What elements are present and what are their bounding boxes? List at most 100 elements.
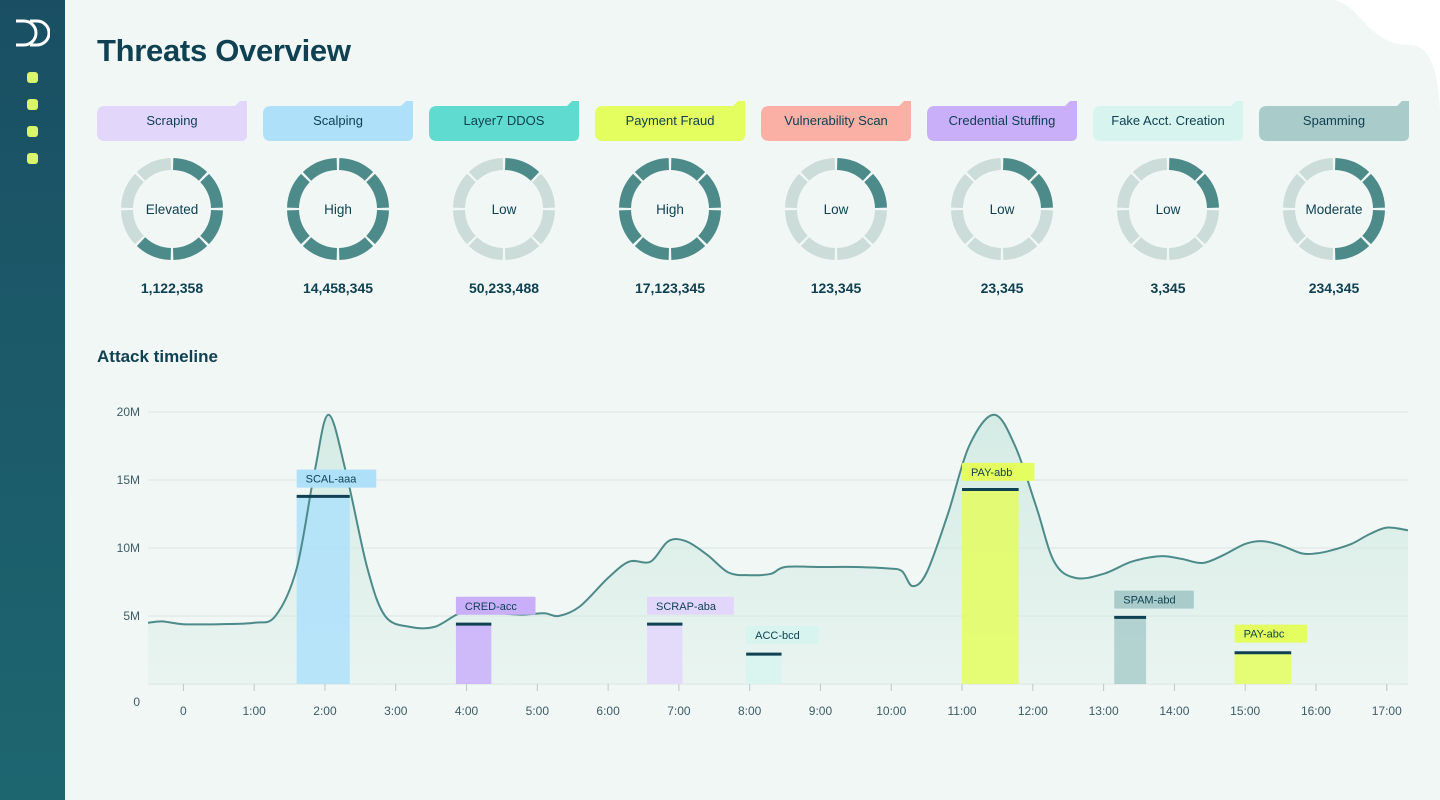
threat-card[interactable]: Payment Fraud High 17,123,345 bbox=[595, 100, 745, 300]
attack-tag[interactable] bbox=[296, 469, 377, 488]
threat-level-label: Low bbox=[491, 202, 517, 217]
x-tick-label: 13:00 bbox=[1089, 704, 1119, 718]
donut-segment bbox=[634, 158, 670, 181]
attack-tag-label: SPAM-abd bbox=[1123, 595, 1175, 607]
donut-segment bbox=[951, 209, 974, 245]
threat-category-pill[interactable]: Vulnerability Scan bbox=[761, 100, 911, 141]
donut-segment bbox=[172, 158, 208, 181]
donut-segment bbox=[136, 237, 172, 260]
donut-segment bbox=[468, 158, 504, 181]
donut-segment bbox=[121, 209, 144, 245]
attack-tag[interactable] bbox=[1234, 624, 1307, 643]
donut-segment bbox=[619, 173, 642, 209]
threat-count: 14,458,345 bbox=[302, 280, 374, 296]
y-tick-label: 20M bbox=[117, 405, 140, 419]
threat-count: 23,345 bbox=[980, 280, 1024, 296]
donut-segment bbox=[504, 237, 540, 260]
threat-count: 17,123,345 bbox=[634, 280, 706, 296]
threat-level-donut bbox=[453, 158, 555, 260]
nav-item-4[interactable] bbox=[27, 153, 38, 164]
nav-item-1[interactable] bbox=[27, 72, 38, 83]
attack-tag[interactable] bbox=[746, 626, 819, 645]
attack-tag[interactable] bbox=[1114, 590, 1194, 609]
donut-segment bbox=[1283, 173, 1306, 209]
threat-card[interactable]: Vulnerability Scan Low 123,345 bbox=[761, 100, 911, 300]
donut-segment bbox=[1168, 237, 1204, 260]
donut-segment bbox=[504, 158, 540, 181]
donut-segment bbox=[1334, 237, 1370, 260]
y-tick-label: 10M bbox=[117, 541, 140, 555]
brand-logo[interactable] bbox=[14, 18, 50, 48]
donut-segment bbox=[287, 209, 310, 245]
x-tick-label: 10:00 bbox=[876, 704, 906, 718]
donut-segment bbox=[836, 237, 872, 260]
x-tick-label: 3:00 bbox=[384, 704, 408, 718]
attack-tag[interactable] bbox=[962, 462, 1035, 481]
donut-segment bbox=[966, 237, 1002, 260]
donut-segment bbox=[287, 173, 310, 209]
threat-level-donut bbox=[121, 158, 223, 260]
attack-tag[interactable] bbox=[647, 596, 734, 615]
donut-segment bbox=[1362, 209, 1385, 245]
donut-segment bbox=[1030, 209, 1053, 245]
page-title: Threats Overview bbox=[97, 33, 351, 68]
attack-bar bbox=[1114, 617, 1147, 684]
donut-segment bbox=[338, 158, 374, 181]
threat-category-pill[interactable]: Scraping bbox=[97, 100, 247, 141]
y-tick-label: 5M bbox=[123, 609, 140, 623]
threat-category-pill[interactable]: Credential Stuffing bbox=[927, 100, 1077, 141]
threat-category-pill[interactable]: Payment Fraud bbox=[595, 100, 745, 141]
attack-bar bbox=[455, 624, 492, 684]
donut-segment bbox=[1132, 158, 1168, 181]
donut-segment bbox=[1117, 173, 1140, 209]
donut-segment bbox=[800, 237, 836, 260]
threat-category-pill[interactable]: Layer7 DDOS bbox=[429, 100, 579, 141]
y-tick-label: 15M bbox=[117, 473, 140, 487]
threat-card[interactable]: Scalping High 14,458,345 bbox=[263, 100, 413, 300]
donut-segment bbox=[302, 158, 338, 181]
donut-segment bbox=[1298, 158, 1334, 181]
donut-segment bbox=[1334, 158, 1370, 181]
donut-segment bbox=[1196, 173, 1219, 209]
attack-tag-label: SCRAP-aba bbox=[656, 601, 717, 613]
threat-category-label: Payment Fraud bbox=[625, 113, 715, 128]
donut-segment bbox=[864, 209, 887, 245]
x-tick-label: 12:00 bbox=[1018, 704, 1048, 718]
nav-item-3[interactable] bbox=[27, 126, 38, 137]
attack-bar bbox=[1234, 652, 1292, 684]
x-tick-label: 16:00 bbox=[1301, 704, 1331, 718]
donut-segment bbox=[951, 173, 974, 209]
threat-count: 123,345 bbox=[810, 280, 862, 296]
attack-tag[interactable] bbox=[455, 596, 536, 615]
attack-timeline-title: Attack timeline bbox=[97, 347, 218, 366]
attack-timeline-chart: 0 5M 10M 15M 20M 0 1:00 2:00 3:00 4:00 5:00 6:00 7:0… bbox=[117, 405, 1409, 718]
nav-item-2[interactable] bbox=[27, 99, 38, 110]
threat-level-label: Low bbox=[1155, 202, 1181, 217]
attack-bar bbox=[647, 624, 683, 684]
donut-segment bbox=[1298, 237, 1334, 260]
threat-level-label: Moderate bbox=[1305, 202, 1363, 217]
donut-segment bbox=[1283, 209, 1306, 245]
threat-level-label: Elevated bbox=[145, 202, 199, 217]
threat-card[interactable]: Spamming Moderate 234,345 bbox=[1259, 100, 1409, 300]
threat-level-donut bbox=[951, 158, 1053, 260]
threat-card[interactable]: Fake Acct. Creation Low 3,345 bbox=[1093, 100, 1243, 300]
x-tick-label: 7:00 bbox=[667, 704, 691, 718]
x-tick-label: 6:00 bbox=[596, 704, 620, 718]
x-tick-label: 17:00 bbox=[1372, 704, 1402, 718]
donut-segment bbox=[698, 209, 721, 245]
donut-segment bbox=[1117, 209, 1140, 245]
donut-segment bbox=[136, 158, 172, 181]
threat-card[interactable]: Credential Stuffing Low 23,345 bbox=[927, 100, 1077, 300]
x-tick-label: 9:00 bbox=[809, 704, 833, 718]
threat-card[interactable]: Scraping Elevated 1,122,358 bbox=[97, 100, 247, 300]
threat-category-pill[interactable]: Scalping bbox=[263, 100, 413, 141]
threat-category-label: Vulnerability Scan bbox=[784, 113, 888, 128]
donut-segment bbox=[785, 209, 808, 245]
donut-segment bbox=[670, 237, 706, 260]
attack-tag-label: PAY-abb bbox=[971, 467, 1012, 479]
threat-category-pill[interactable]: Spamming bbox=[1259, 100, 1409, 141]
threat-card[interactable]: Layer7 DDOS Low 50,233,488 bbox=[429, 100, 579, 300]
threat-category-label: Spamming bbox=[1302, 113, 1366, 128]
threat-category-pill[interactable]: Fake Acct. Creation bbox=[1093, 100, 1243, 141]
